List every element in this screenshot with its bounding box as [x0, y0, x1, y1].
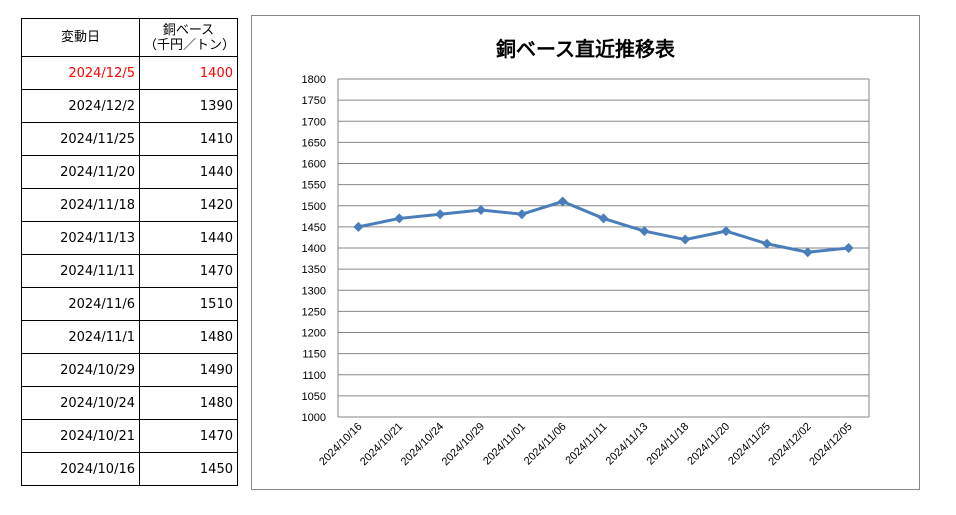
- table-row: 2024/10/16 1450: [21, 452, 238, 486]
- x-tick-label: 2024/10/21: [358, 421, 405, 468]
- data-point: [475, 204, 486, 215]
- x-tick-label: 2024/11/06: [522, 421, 569, 468]
- y-tick-label: 1350: [302, 264, 326, 276]
- x-tick-label: 2024/11/11: [563, 421, 609, 467]
- price-cell: 1440: [139, 221, 238, 255]
- data-point: [639, 226, 650, 237]
- price-cell: 1410: [139, 122, 238, 156]
- x-tick-label: 2024/11/18: [644, 421, 691, 468]
- y-tick-label: 1650: [302, 137, 326, 149]
- x-tick-label: 2024/12/05: [807, 421, 854, 468]
- table-row: 2024/10/24 1480: [21, 386, 238, 420]
- x-tick-label: 2024/10/29: [440, 421, 487, 468]
- data-point: [802, 247, 813, 258]
- table-row: 2024/12/5 1400: [21, 56, 238, 90]
- data-point: [394, 213, 405, 224]
- header-price-unit: （千円／トン）: [144, 37, 236, 53]
- date-cell: 2024/10/21: [21, 419, 140, 453]
- table-row: 2024/11/11 1470: [21, 254, 238, 288]
- y-tick-label: 1150: [302, 349, 326, 361]
- price-cell: 1480: [139, 320, 238, 354]
- y-tick-label: 1450: [302, 222, 326, 234]
- x-tick-label: 2024/11/20: [685, 421, 732, 468]
- date-cell: 2024/12/2: [21, 89, 140, 123]
- x-tick-label: 2024/11/13: [604, 421, 651, 468]
- price-cell: 1400: [139, 56, 238, 90]
- date-cell: 2024/10/16: [21, 452, 140, 486]
- data-point: [843, 243, 854, 253]
- header-price-label: 銅ベース: [162, 22, 215, 38]
- price-cell: 1470: [139, 254, 238, 288]
- y-tick-label: 1750: [302, 95, 326, 107]
- price-cell: 1450: [139, 452, 238, 486]
- data-point: [353, 221, 364, 232]
- price-cell: 1490: [139, 353, 238, 387]
- table-row: 2024/12/2 1390: [21, 89, 238, 123]
- data-point: [598, 213, 609, 224]
- date-cell: 2024/11/25: [21, 122, 140, 156]
- y-tick-label: 1300: [302, 285, 326, 297]
- table-row: 2024/11/6 1510: [21, 287, 238, 321]
- y-tick-label: 1500: [302, 201, 326, 213]
- table-row: 2024/11/1 1480: [21, 320, 238, 354]
- y-tick-label: 1550: [302, 180, 326, 192]
- data-point: [680, 234, 691, 245]
- price-cell: 1420: [139, 188, 238, 222]
- x-tick-label: 2024/10/16: [317, 421, 364, 468]
- data-point: [557, 196, 568, 207]
- date-cell: 2024/11/1: [21, 320, 140, 354]
- data-point: [516, 209, 527, 220]
- y-tick-label: 1700: [302, 116, 326, 128]
- date-cell: 2024/12/5: [21, 56, 140, 90]
- y-tick-label: 1400: [302, 243, 326, 255]
- chart-area: [251, 15, 920, 490]
- date-cell: 2024/11/6: [21, 287, 140, 321]
- y-tick-label: 1600: [302, 159, 326, 171]
- y-tick-label: 1800: [302, 74, 326, 86]
- x-tick-label: 2024/12/02: [766, 421, 813, 468]
- date-cell: 2024/11/18: [21, 188, 140, 222]
- header-date: 変動日: [21, 18, 140, 57]
- y-tick-label: 1250: [302, 306, 326, 318]
- x-tick-label: 2024/10/24: [399, 421, 446, 468]
- price-table: 変動日 銅ベース （千円／トン） 2024/12/5 1400 2024/12/2 13…: [21, 18, 238, 486]
- data-point: [435, 209, 446, 220]
- header-price: 銅ベース （千円／トン）: [139, 18, 238, 57]
- x-tick-label: 2024/11/01: [481, 421, 528, 468]
- data-point: [721, 226, 732, 237]
- y-tick-label: 1050: [302, 391, 326, 403]
- chart-title: 銅ベース直近推移表: [496, 37, 675, 61]
- y-tick-label: 1200: [302, 328, 326, 340]
- data-point: [761, 238, 772, 249]
- y-tick-label: 1100: [302, 370, 326, 382]
- y-tick-label: 1000: [302, 412, 326, 424]
- price-cell: 1440: [139, 155, 238, 189]
- table-row: 2024/11/25 1410: [21, 122, 238, 156]
- table-row: 2024/11/18 1420: [21, 188, 238, 222]
